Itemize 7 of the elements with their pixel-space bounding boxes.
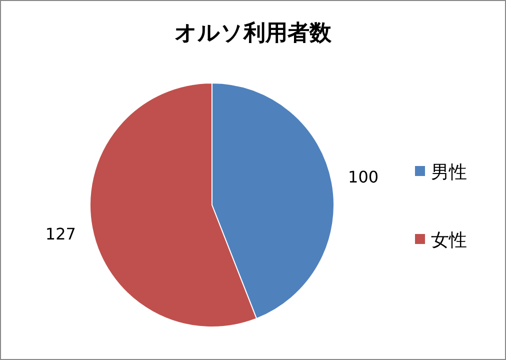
data-label: 127 [45, 224, 76, 244]
pie-slice [90, 82, 258, 328]
data-label: 100 [348, 167, 379, 186]
chart-title: オルソ利用者数 [174, 21, 332, 46]
legend-label: 男性 [431, 162, 467, 183]
legend-label: 女性 [431, 230, 467, 251]
pie-slice [212, 82, 334, 320]
